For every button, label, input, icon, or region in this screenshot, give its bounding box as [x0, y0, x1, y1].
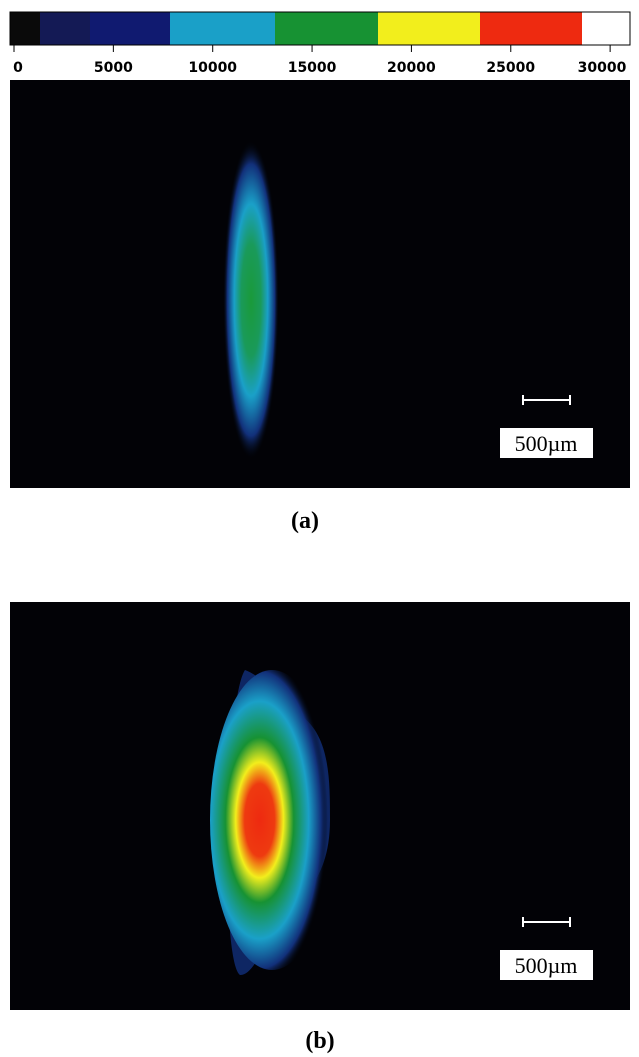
- panel-label: (a): [291, 508, 319, 534]
- tick-label: 30000: [578, 60, 627, 76]
- color-segment: [378, 12, 480, 45]
- panel-label: (b): [305, 1028, 334, 1054]
- color-segment: [10, 12, 40, 45]
- tick-label: 15000: [288, 60, 337, 76]
- color-segment: [275, 12, 378, 45]
- color-segment: [582, 12, 630, 45]
- color-segment: [170, 12, 275, 45]
- tick-label: 0: [13, 60, 23, 76]
- color-segment: [90, 12, 170, 45]
- blob-b: [210, 670, 334, 970]
- scale-label: 500µm: [515, 953, 578, 978]
- tick-label: 20000: [387, 60, 436, 76]
- blob-a: [223, 140, 279, 460]
- colorbar: 0 5000 10000 15000 20000 25000 30000: [9, 11, 631, 76]
- color-segment: [480, 12, 582, 45]
- scale-label: 500µm: [515, 431, 578, 456]
- scale-box: [500, 950, 593, 980]
- image-a: [10, 80, 630, 488]
- colorbar-frame: [9, 11, 631, 46]
- tick-label: 10000: [188, 60, 237, 76]
- color-segment: [40, 12, 90, 45]
- scale-box: [500, 428, 593, 458]
- tick-label: 25000: [486, 60, 535, 76]
- tick-label: 5000: [94, 60, 133, 76]
